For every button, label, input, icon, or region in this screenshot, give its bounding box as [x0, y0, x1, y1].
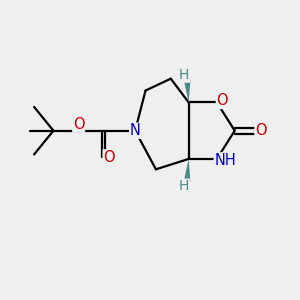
- Text: NH: NH: [214, 153, 236, 168]
- Text: O: O: [255, 123, 267, 138]
- Text: N: N: [130, 123, 141, 138]
- Text: H: H: [179, 179, 189, 193]
- Text: O: O: [216, 94, 228, 109]
- Text: O: O: [73, 117, 85, 132]
- Text: O: O: [103, 150, 115, 165]
- Polygon shape: [184, 159, 190, 182]
- Polygon shape: [184, 80, 190, 102]
- Text: H: H: [179, 68, 189, 82]
